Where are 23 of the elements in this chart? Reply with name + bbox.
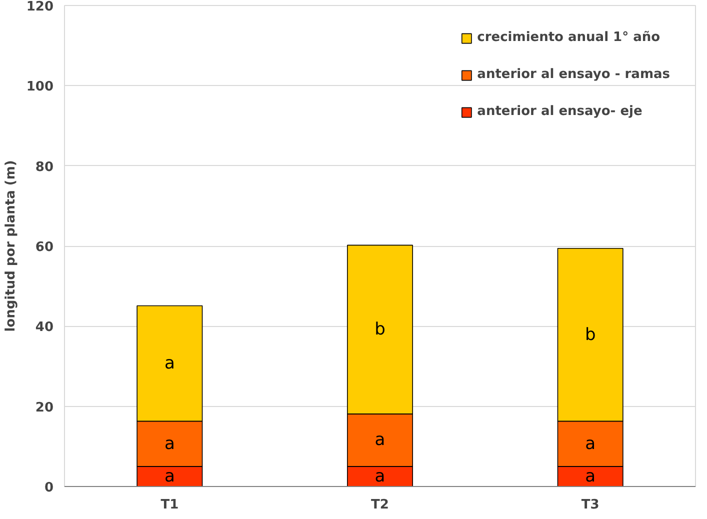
data-label: a — [374, 430, 386, 450]
y-tick-label: 40 — [35, 320, 54, 336]
y-tick-label: 120 — [26, 0, 54, 14]
data-label: a — [374, 466, 386, 486]
legend-label: anterior al ensayo- eje — [477, 104, 642, 119]
data-label: b — [374, 320, 386, 340]
data-label: a — [585, 466, 596, 486]
y-tick-label: 100 — [26, 80, 54, 95]
y-tick-label: 60 — [35, 240, 54, 255]
x-tick-label: T2 — [371, 498, 389, 512]
data-label: a — [164, 353, 175, 374]
legend-label: crecimiento anual 1° año — [477, 30, 660, 45]
data-label: a — [585, 434, 596, 454]
data-label: a — [164, 466, 175, 486]
y-tick-label: 80 — [35, 160, 54, 175]
legend-label: anterior al ensayo - ramas — [477, 67, 670, 82]
x-tick-label: T3 — [581, 498, 600, 512]
data-label: a — [164, 434, 175, 454]
data-label: b — [584, 324, 596, 345]
y-tick-label: 20 — [35, 400, 54, 416]
y-tick-label: 0 — [44, 480, 54, 496]
x-tick-label: T1 — [160, 498, 179, 512]
y-axis-title: longitud por planta (m) — [3, 160, 18, 332]
